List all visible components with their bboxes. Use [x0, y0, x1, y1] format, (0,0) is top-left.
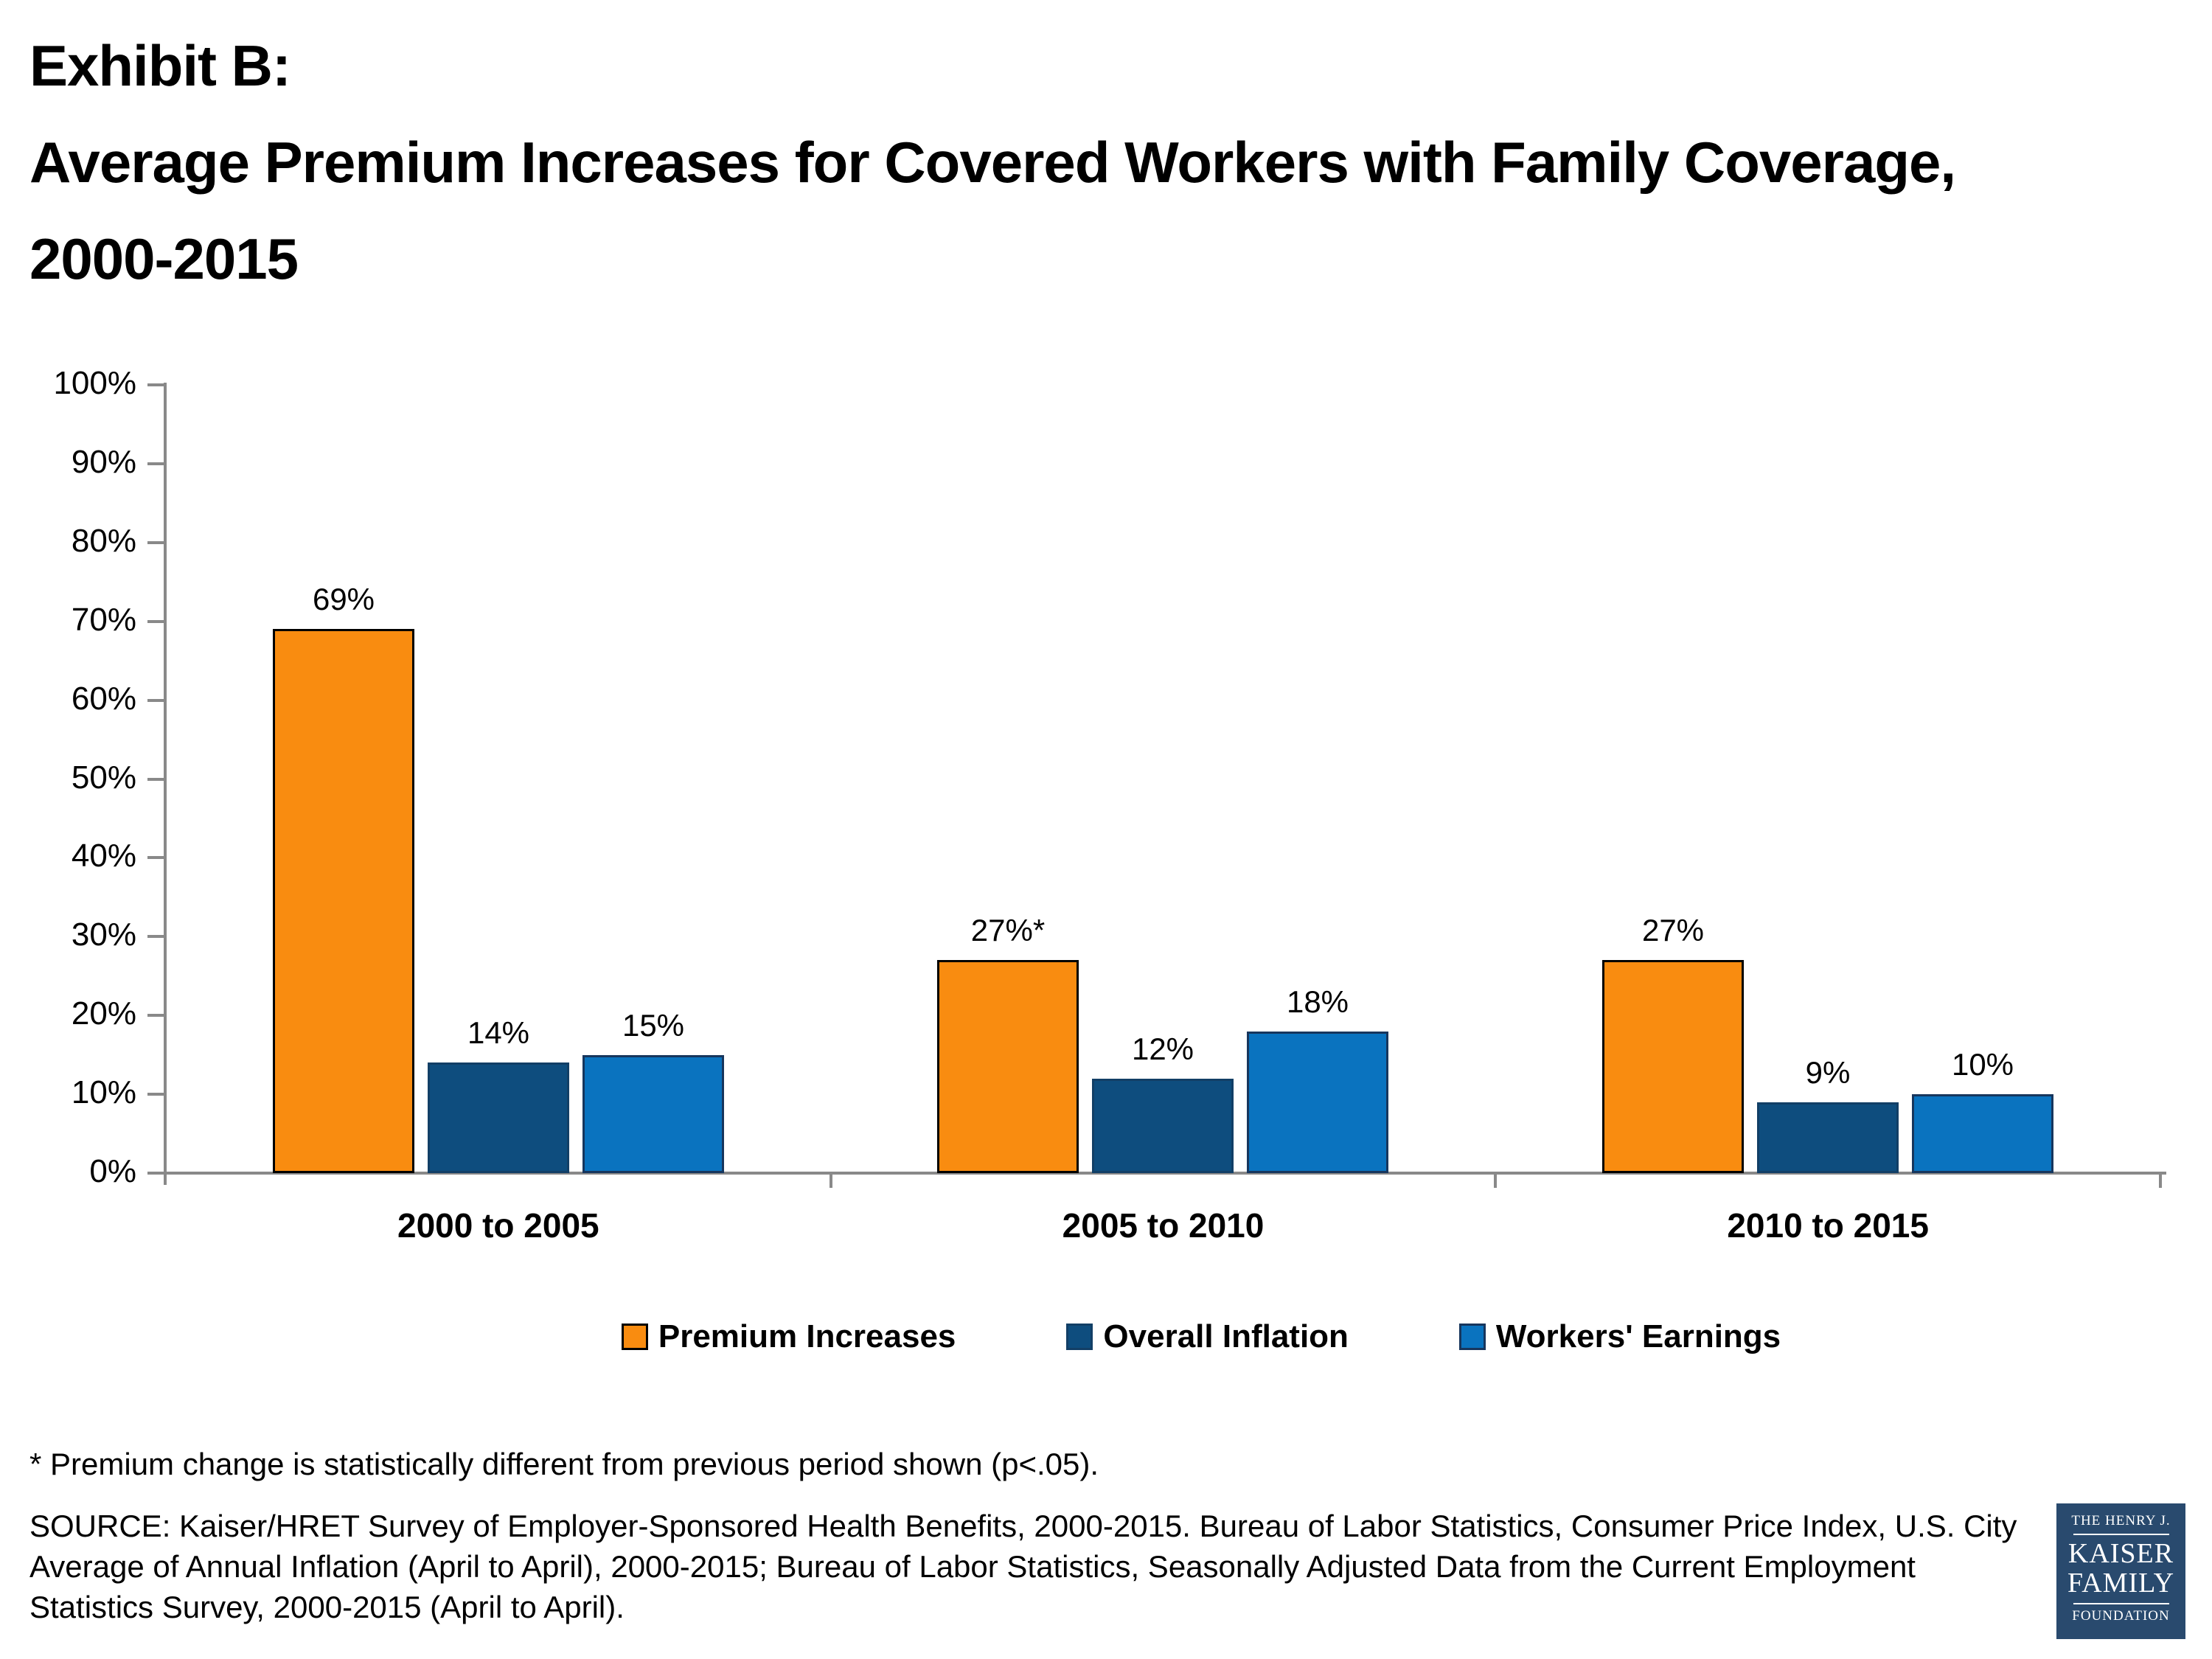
- logo-line-family: FAMILY: [2067, 1568, 2175, 1599]
- y-tick-label-0: 0%: [89, 1153, 136, 1189]
- bar-value-label-workers-earnings-2005-to-2010: 18%: [1286, 984, 1349, 1019]
- bar-value-label-premium-increases-2005-to-2010: 27%*: [970, 913, 1046, 947]
- y-tick-90: [147, 462, 166, 465]
- y-tick-label-90: 90%: [71, 444, 136, 480]
- y-tick-label-20: 20%: [71, 995, 136, 1032]
- x-tick-1: [830, 1173, 832, 1188]
- y-tick-80: [147, 541, 166, 544]
- y-tick-label-40: 40%: [71, 838, 136, 874]
- legend-swatch-overall-inflation: [1066, 1324, 1093, 1350]
- bar-overall-inflation-2010-to-2015: [1757, 1102, 1899, 1173]
- y-axis-line: [164, 383, 167, 1185]
- title-line-3: 2000-2015: [29, 226, 299, 291]
- footnote: * Premium change is statistically differ…: [29, 1447, 1099, 1481]
- y-tick-label-10: 10%: [71, 1074, 136, 1110]
- y-tick-label-50: 50%: [71, 759, 136, 796]
- legend: Premium Increases Overall Inflation Worker…: [95, 1318, 2212, 1355]
- bar-value-label-overall-inflation-2005-to-2010: 12%: [1131, 1032, 1194, 1066]
- bar-premium-increases-2005-to-2010: [937, 960, 1079, 1173]
- bar-premium-increases-2010-to-2015: [1602, 960, 1744, 1173]
- bar-workers-earnings-2010-to-2015: [1912, 1094, 2053, 1173]
- bar-value-label-overall-inflation-2000-to-2005: 14%: [467, 1015, 530, 1050]
- y-tick-label-70: 70%: [71, 602, 136, 638]
- logo-line-henry: THE HENRY J.: [2071, 1513, 2171, 1528]
- logo-divider-top: [2073, 1534, 2169, 1535]
- title-line-1: Exhibit B:: [29, 33, 291, 98]
- x-tick-2: [1494, 1173, 1497, 1188]
- bar-overall-inflation-2005-to-2010: [1092, 1079, 1234, 1173]
- x-tick-3: [2159, 1173, 2162, 1188]
- legend-label-overall-inflation: Overall Inflation: [1103, 1318, 1349, 1354]
- legend-item-workers-earnings: Workers' Earnings: [1458, 1318, 1781, 1355]
- y-tick-30: [147, 935, 166, 938]
- logo-divider-bottom: [2073, 1603, 2169, 1604]
- category-label-2000-to-2005: 2000 to 2005: [397, 1206, 599, 1245]
- legend-label-premium-increases: Premium Increases: [658, 1318, 956, 1354]
- y-tick-60: [147, 699, 166, 702]
- bar-value-label-workers-earnings-2010-to-2015: 10%: [1951, 1047, 2014, 1082]
- y-tick-label-100: 100%: [53, 365, 136, 401]
- y-tick-20: [147, 1014, 166, 1017]
- logo-line-kaiser: KAISER: [2067, 1538, 2174, 1569]
- y-tick-70: [147, 620, 166, 623]
- category-label-2010-to-2015: 2010 to 2015: [1727, 1206, 1929, 1245]
- bar-premium-increases-2000-to-2005: [273, 629, 414, 1173]
- logo-line-foundation: FOUNDATION: [2072, 1608, 2170, 1624]
- chart-title: Exhibit B: Average Premium Increases for…: [29, 18, 1956, 307]
- bar-workers-earnings-2005-to-2010: [1247, 1032, 1388, 1173]
- y-tick-40: [147, 856, 166, 859]
- y-tick-100: [147, 383, 166, 386]
- title-line-2: Average Premium Increases for Covered Wo…: [29, 130, 1956, 195]
- kff-logo: THE HENRY J. KAISER FAMILY FOUNDATION: [2056, 1503, 2185, 1639]
- bar-workers-earnings-2000-to-2005: [582, 1055, 724, 1173]
- legend-item-premium-increases: Premium Increases: [621, 1318, 956, 1355]
- legend-swatch-workers-earnings: [1458, 1324, 1486, 1350]
- legend-swatch-premium-increases: [621, 1324, 648, 1350]
- source-note: SOURCE: Kaiser/HRET Survey of Employer-S…: [29, 1509, 2017, 1624]
- x-axis-line: [164, 1172, 2166, 1175]
- y-tick-label-80: 80%: [71, 523, 136, 559]
- y-tick-10: [147, 1093, 166, 1096]
- y-tick-0: [147, 1172, 166, 1175]
- category-label-2005-to-2010: 2005 to 2010: [1062, 1206, 1265, 1245]
- bar-value-label-premium-increases-2000-to-2005: 69%: [312, 582, 375, 616]
- y-tick-50: [147, 778, 166, 781]
- y-tick-label-60: 60%: [71, 681, 136, 717]
- legend-label-workers-earnings: Workers' Earnings: [1495, 1318, 1781, 1354]
- legend-item-overall-inflation: Overall Inflation: [1066, 1318, 1349, 1355]
- y-tick-label-30: 30%: [71, 917, 136, 953]
- bar-value-label-premium-increases-2010-to-2015: 27%: [1641, 913, 1705, 947]
- bar-value-label-overall-inflation-2010-to-2015: 9%: [1805, 1055, 1851, 1090]
- bar-value-label-workers-earnings-2000-to-2005: 15%: [622, 1008, 685, 1043]
- bar-overall-inflation-2000-to-2005: [428, 1062, 569, 1173]
